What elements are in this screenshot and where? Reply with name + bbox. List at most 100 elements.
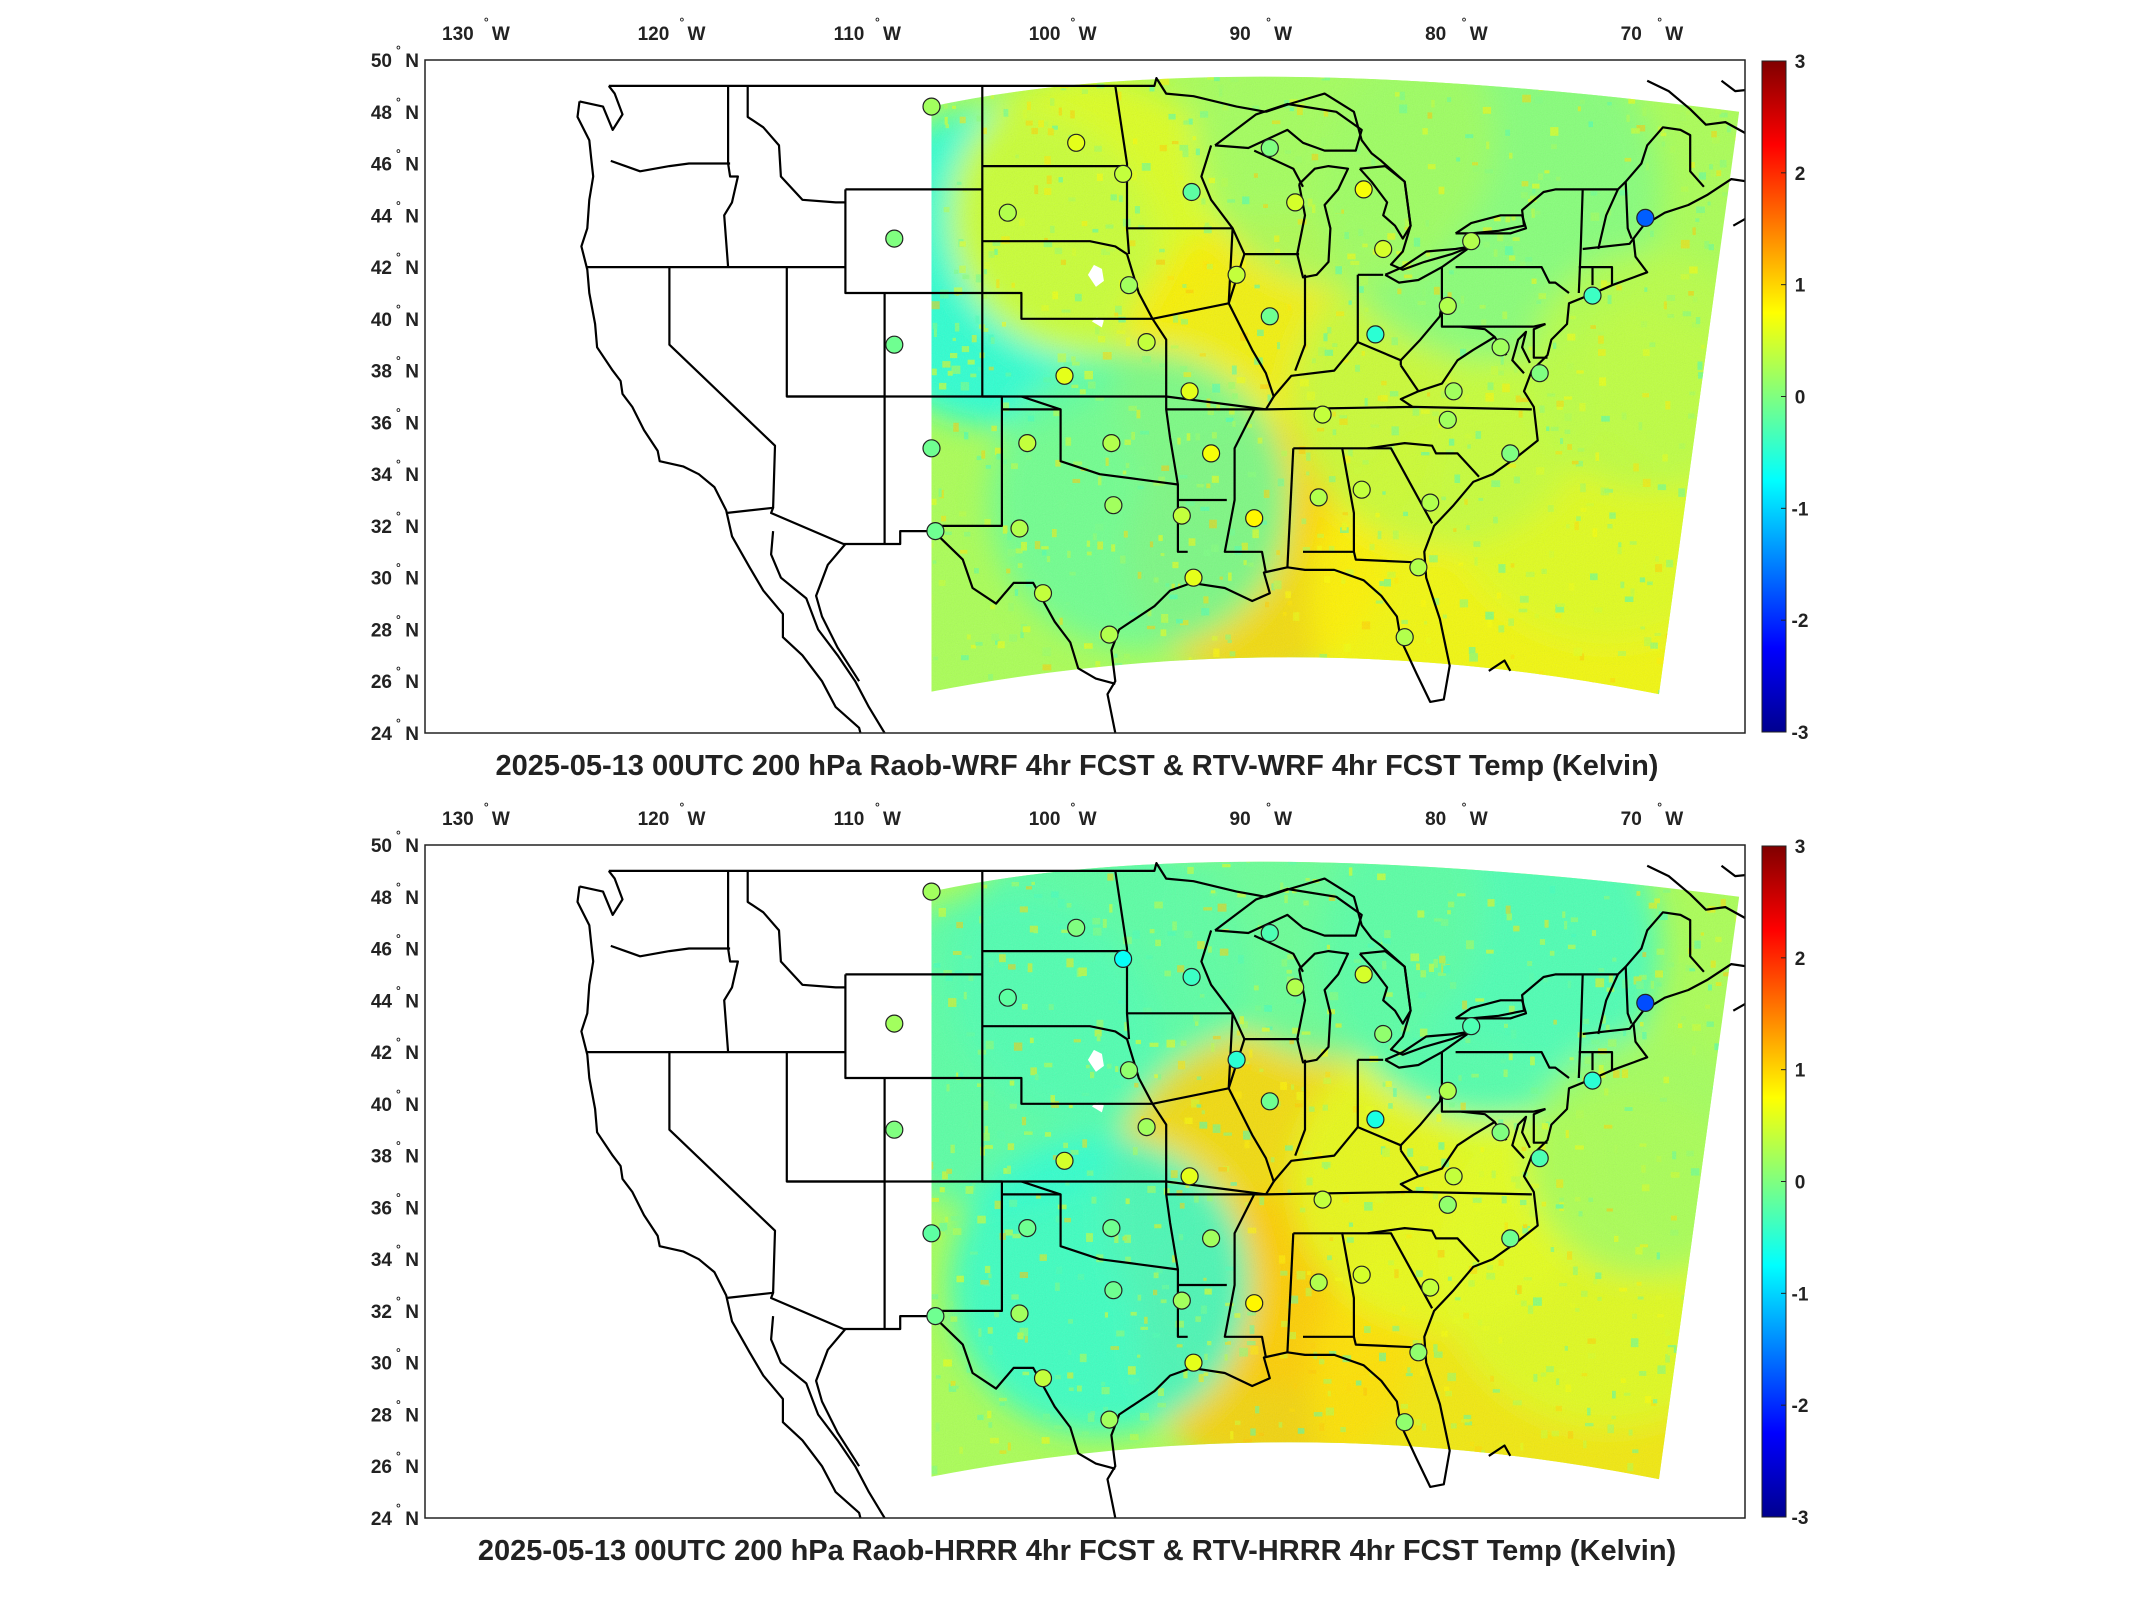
lon-tick-label: 100 <box>1029 24 1061 45</box>
lon-hemisphere: W <box>1274 24 1292 45</box>
colorbar-tick-label: -2 <box>1792 1396 1809 1417</box>
degree-mark: ° <box>484 15 489 29</box>
station-marker <box>926 521 945 541</box>
lat-hemisphere: N <box>405 991 419 1012</box>
lon-tick-label: 130 <box>442 809 474 830</box>
degree-mark: ° <box>396 1242 401 1256</box>
colorbar-tick-label: -3 <box>1792 723 1809 744</box>
degree-mark: ° <box>396 612 401 626</box>
map-outlines <box>576 862 1745 1518</box>
lon-hemisphere: W <box>492 809 510 830</box>
lon-tick-label: 110 <box>834 24 865 45</box>
station-marker <box>1033 1369 1053 1388</box>
degree-mark: ° <box>396 354 401 368</box>
lat-hemisphere: N <box>405 310 419 331</box>
station-marker <box>1421 1278 1440 1297</box>
lat-hemisphere: N <box>405 569 419 590</box>
station-marker <box>1636 208 1655 227</box>
station-marker <box>1354 180 1373 199</box>
lon-tick-label: 90 <box>1230 809 1251 830</box>
lat-tick-label: 46 <box>371 155 392 176</box>
station-marker <box>1352 480 1371 499</box>
station-marker <box>885 229 904 248</box>
station-marker <box>1491 1123 1510 1142</box>
station-marker <box>926 1306 945 1326</box>
station-marker <box>922 439 941 458</box>
lat-tick-label: 28 <box>371 1405 392 1426</box>
station-marker <box>1119 1061 1139 1080</box>
degree-mark: ° <box>396 1087 401 1101</box>
lon-hemisphere: W <box>1079 24 1097 45</box>
station-marker <box>1491 338 1510 357</box>
colorbar-tick-label: 0 <box>1795 388 1806 409</box>
degree-mark: ° <box>396 1294 401 1308</box>
lat-tick-label: 38 <box>371 362 392 383</box>
lat-tick-label: 24 <box>371 1509 393 1530</box>
degree-mark: ° <box>396 828 401 842</box>
lat-hemisphere: N <box>405 155 419 176</box>
lat-tick-label: 48 <box>371 888 392 909</box>
lon-tick-label: 80 <box>1425 809 1446 830</box>
degree-mark: ° <box>484 800 489 814</box>
station-marker <box>1444 382 1463 401</box>
station-marker <box>1260 923 1279 943</box>
map-panel-2: 130°W 120°W 110°W 100°W 90°W 80°W 70°W50°N48°N… <box>371 800 1809 1567</box>
lon-tick-label: 70 <box>1621 24 1642 45</box>
lat-tick-label: 34 <box>371 1250 393 1271</box>
lat-hemisphere: N <box>405 103 419 124</box>
colorbar-tick-label: -3 <box>1792 1508 1809 1529</box>
degree-mark: ° <box>396 457 401 471</box>
lon-tick-label: 130 <box>442 24 474 45</box>
lat-tick-label: 44 <box>371 206 393 227</box>
degree-mark: ° <box>396 1035 401 1049</box>
lat-hemisphere: N <box>405 1147 419 1168</box>
station-marker <box>1245 1294 1264 1313</box>
lat-tick-label: 28 <box>371 620 392 641</box>
station-marker <box>1409 1343 1428 1362</box>
station-marker <box>1055 1151 1074 1170</box>
degree-mark: ° <box>396 1139 401 1153</box>
station-marker <box>1313 405 1332 424</box>
panel-title: 2025-05-13 00UTC 200 hPa Raob-WRF 4hr FC… <box>496 750 1659 782</box>
degree-mark: ° <box>1071 800 1076 814</box>
lat-tick-label: 32 <box>371 517 392 538</box>
lat-hemisphere: N <box>405 517 419 538</box>
station-marker <box>1119 276 1139 295</box>
station-marker <box>1374 1024 1393 1044</box>
lat-hemisphere: N <box>405 1302 419 1323</box>
lat-tick-label: 40 <box>371 310 392 331</box>
station-marker <box>1182 182 1201 202</box>
lat-hemisphere: N <box>405 1198 419 1219</box>
lat-hemisphere: N <box>405 51 419 72</box>
colorbar-tick-label: -1 <box>1792 1284 1809 1305</box>
station-marker <box>1444 1167 1463 1186</box>
lat-tick-label: 50 <box>371 836 392 857</box>
station-marker <box>1137 333 1156 352</box>
lat-hemisphere: N <box>405 206 419 227</box>
station-marker <box>1018 434 1037 453</box>
station-marker <box>1104 1281 1123 1300</box>
lat-tick-label: 48 <box>371 103 392 124</box>
station-marker <box>1137 1117 1156 1137</box>
lat-tick-label: 26 <box>371 1457 392 1478</box>
station-marker <box>1260 307 1279 326</box>
degree-mark: ° <box>396 509 401 523</box>
station-marker <box>1313 1190 1332 1209</box>
lat-hemisphere: N <box>405 940 419 961</box>
lat-hemisphere: N <box>405 1457 419 1478</box>
lon-hemisphere: W <box>1079 809 1097 830</box>
station-marker <box>1245 509 1264 528</box>
lon-hemisphere: W <box>492 24 510 45</box>
map-frame <box>424 59 1746 734</box>
lat-hemisphere: N <box>405 672 419 693</box>
degree-mark: ° <box>396 250 401 264</box>
lat-tick-label: 34 <box>371 465 393 486</box>
degree-mark: ° <box>875 800 880 814</box>
degree-mark: ° <box>396 1190 401 1204</box>
station-marker <box>1374 239 1393 259</box>
lat-hemisphere: N <box>405 1095 419 1116</box>
degree-mark: ° <box>1657 15 1662 29</box>
lat-tick-label: 42 <box>371 1043 392 1064</box>
map-panel-1: 130°W 120°W 110°W 100°W 90°W 80°W 70°W50°N48°N… <box>371 15 1809 782</box>
panel-title: 2025-05-13 00UTC 200 hPa Raob-HRRR 4hr F… <box>478 1535 1676 1567</box>
